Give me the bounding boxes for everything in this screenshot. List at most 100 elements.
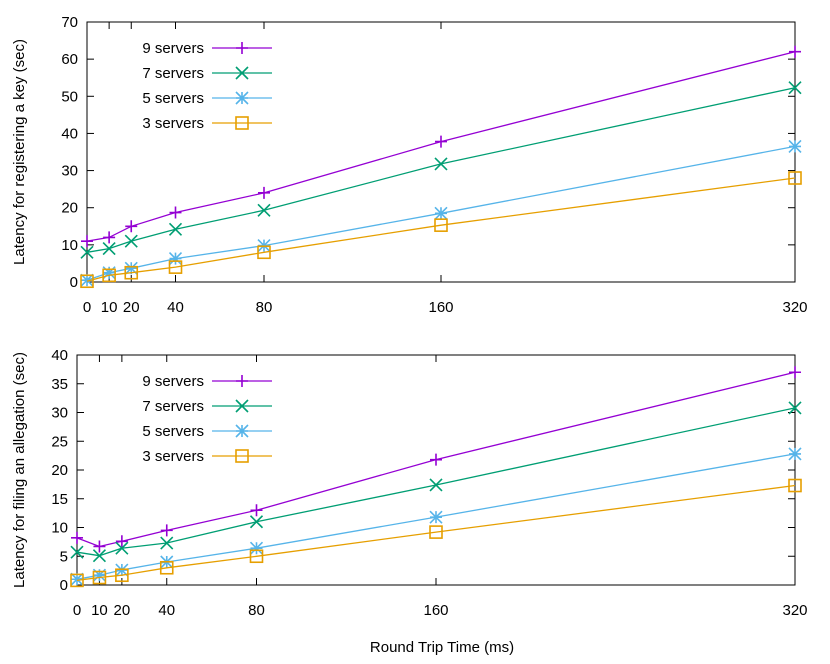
filing-allegation-legend-marker-5-servers: [235, 424, 249, 438]
register-key-y-tick-label: 40: [61, 125, 78, 142]
filing-allegation-point-7-servers: [92, 549, 107, 563]
register-key-x-tick-label: 40: [167, 299, 184, 316]
register-key-legend-marker-7-servers: [235, 66, 249, 80]
filing-allegation-point-3-servers: [115, 568, 129, 583]
filing-allegation-point-7-servers: [70, 545, 84, 559]
register-key-point-9-servers: [103, 231, 116, 244]
register-key-x-tick-label: 20: [123, 299, 140, 316]
filing-allegation-point-9-servers: [430, 453, 442, 466]
filing-allegation-y-tick-label: 30: [51, 405, 68, 422]
filing-allegation-x-tick-label: 40: [158, 602, 175, 619]
register-key-plot-frame: [86, 21, 796, 283]
filing-allegation-point-9-servers: [250, 504, 263, 517]
filing-allegation-y-tick-label: 15: [51, 491, 68, 508]
register-key-point-9-servers: [435, 135, 447, 148]
filing-allegation-legend-marker-7-servers: [235, 399, 249, 413]
register-key-y-tick-label: 0: [70, 274, 78, 291]
register-key-y-tick-label: 10: [61, 237, 78, 254]
register-key-point-5-servers: [102, 266, 116, 280]
register-key-x-tick-label: 0: [83, 299, 91, 316]
register-key-point-9-servers: [789, 45, 801, 58]
register-key-point-3-servers: [168, 260, 183, 274]
filing-allegation-point-3-servers: [92, 570, 107, 585]
filing-allegation-y-tick-label: 40: [51, 347, 68, 364]
register-key-point-5-servers: [80, 273, 94, 287]
filing-allegation-x-tick-label: 10: [91, 602, 108, 619]
filing-allegation-point-3-servers: [159, 560, 174, 575]
filing-allegation-x-tick-label: 160: [423, 602, 448, 619]
register-key-point-5-servers: [788, 139, 802, 153]
filing-allegation-series-line-3-servers: [76, 484, 796, 582]
filing-allegation-x-tick-label: 20: [114, 602, 131, 619]
register-key-x-tick-label: 160: [428, 299, 453, 316]
register-key-point-7-servers: [788, 81, 802, 95]
register-key-y-tick-label: 60: [61, 51, 78, 68]
filing-allegation-legend-marker-9-servers: [236, 375, 248, 387]
register-key-y-tick-label: 70: [61, 14, 78, 31]
register-key-point-3-servers: [788, 171, 802, 185]
filing-allegation-point-3-servers: [249, 549, 264, 564]
filing-allegation-y-tick-label: 10: [51, 520, 68, 537]
filing-allegation-x-tick-label: 0: [73, 602, 81, 619]
register-key-point-9-servers: [258, 186, 270, 199]
register-key-series-line-3-servers: [86, 177, 796, 282]
register-key-point-3-servers: [102, 268, 116, 283]
register-key-point-7-servers: [102, 242, 116, 256]
register-key-point-3-servers: [80, 274, 94, 289]
register-key-point-7-servers: [257, 203, 271, 217]
register-key-point-9-servers: [81, 235, 93, 248]
filing-allegation-point-7-servers: [160, 536, 174, 550]
filing-allegation-point-7-servers: [429, 478, 443, 492]
filing-allegation-point-3-servers: [429, 525, 443, 539]
filing-allegation-y-tick-label: 5: [60, 548, 68, 565]
register-key-point-5-servers: [434, 206, 448, 220]
filing-allegation-legend-marker-3-servers: [235, 449, 249, 463]
chart-panel-register-key: 0 10 20 30 40 50 60 70 0 10 20 40 80 160 320 Latency fo…: [11, 14, 808, 316]
filing-allegation-y-tick-label: 35: [51, 376, 68, 393]
filing-allegation-legend-label-5-servers: 5 servers: [142, 423, 204, 440]
filing-allegation-point-7-servers: [115, 541, 129, 555]
filing-allegation-point-9-servers: [71, 531, 83, 544]
register-key-legend-label-7-servers: 7 servers: [142, 65, 204, 82]
filing-allegation-point-9-servers: [160, 524, 173, 537]
register-key-y-axis-label: Latency for registering a key (sec): [11, 39, 28, 265]
filing-allegation-point-5-servers: [788, 447, 802, 461]
register-key-point-9-servers: [169, 206, 182, 219]
register-key-point-5-servers: [168, 252, 183, 266]
register-key-y-tick-label: 30: [61, 163, 78, 180]
register-key-point-7-servers: [124, 234, 138, 248]
filing-allegation-point-3-servers: [788, 478, 802, 493]
register-key-x-tick-label: 80: [256, 299, 273, 316]
register-key-y-tick-label: 20: [61, 200, 78, 217]
register-key-legend-label-5-servers: 5 servers: [142, 90, 204, 107]
filing-allegation-point-5-servers: [249, 541, 264, 555]
filing-allegation-legend-label-7-servers: 7 servers: [142, 398, 204, 415]
filing-allegation-point-3-servers: [70, 573, 84, 588]
filing-allegation-point-9-servers: [93, 540, 106, 553]
filing-allegation-point-5-servers: [429, 510, 443, 524]
register-key-point-7-servers: [168, 222, 183, 236]
filing-allegation-y-tick-label: 25: [51, 433, 68, 450]
register-key-y-tick-label: 50: [61, 88, 78, 105]
register-key-x-tick-label: 320: [782, 299, 807, 316]
register-key-point-3-servers: [257, 245, 271, 260]
filing-allegation-y-axis-label: Latency for filing an allegation (sec): [11, 352, 28, 588]
filing-allegation-point-5-servers: [92, 568, 107, 582]
filing-allegation-point-9-servers: [115, 535, 128, 548]
register-key-point-9-servers: [125, 220, 138, 233]
filing-allegation-point-7-servers: [249, 515, 264, 529]
register-key-point-5-servers: [124, 261, 138, 275]
chart-panel-filing-allegation: 0 5 10 15 20 25 30 35 40 0 10 20 40 80 160 320 Latency f…: [11, 347, 808, 619]
filing-allegation-legend-label-3-servers: 3 servers: [142, 448, 204, 465]
filing-allegation-legend-label-9-servers: 9 servers: [142, 373, 204, 390]
register-key-legend-marker-3-servers: [235, 116, 249, 130]
filing-allegation-x-tick-label: 80: [248, 602, 265, 619]
filing-allegation-point-7-servers: [788, 401, 802, 415]
register-key-legend-marker-5-servers: [235, 91, 249, 105]
register-key-point-3-servers: [124, 265, 139, 280]
register-key-series-line-7-servers: [86, 87, 796, 253]
filing-allegation-point-5-servers: [70, 572, 84, 586]
register-key-point-7-servers: [434, 157, 448, 171]
register-key-legend-label-3-servers: 3 servers: [142, 115, 204, 132]
